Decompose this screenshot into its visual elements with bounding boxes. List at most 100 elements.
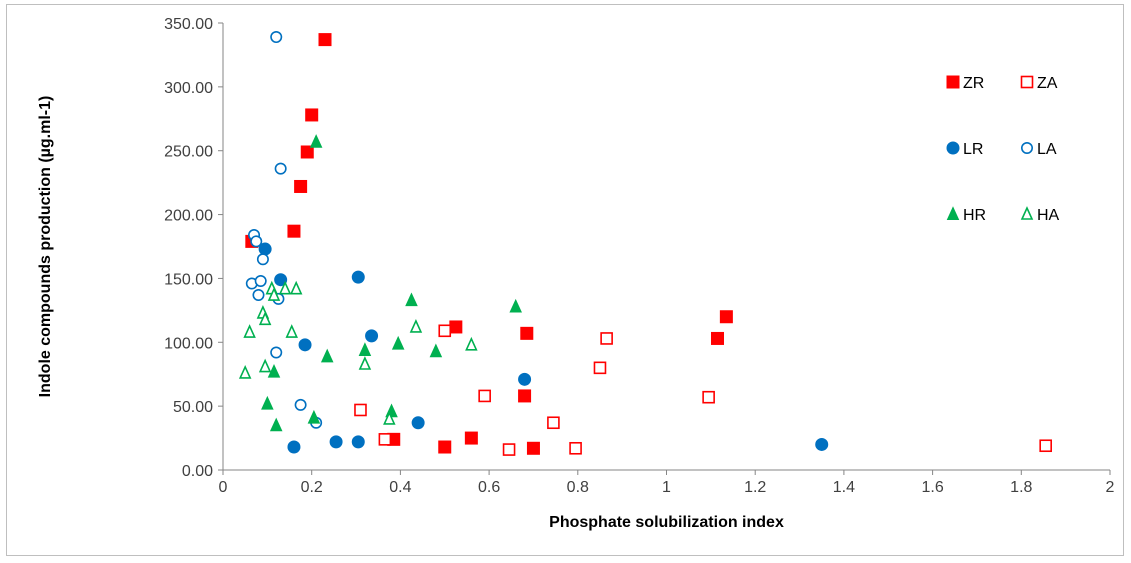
legend-label-lr: LR (963, 141, 983, 158)
data-point-zr (294, 179, 308, 193)
legend-entry-za: ZA (1020, 75, 1058, 92)
legend-label-za: ZA (1037, 75, 1058, 92)
x-tick-label: 0.4 (389, 479, 411, 496)
data-point-zr (300, 145, 314, 159)
y-ticks: 0.00 50.00 100.00 150.00 200.00 250.00 300.00 3… (164, 16, 223, 480)
data-point-lr (365, 329, 379, 343)
data-point-ha (358, 356, 372, 370)
x-tick-label: 1 (662, 479, 671, 496)
data-point-la (294, 398, 307, 411)
x-tick-label: 0.8 (567, 479, 589, 496)
data-point-ha (243, 324, 256, 338)
data-point-za (502, 443, 516, 456)
data-point-la (274, 162, 287, 175)
data-point-zr (464, 431, 478, 445)
y-tick-label: 200.00 (164, 208, 213, 225)
data-point-lr (329, 435, 343, 449)
legend-marker-lr (946, 141, 960, 155)
data-point-ha (267, 287, 281, 301)
legend-entry-hr: HR (946, 206, 986, 224)
x-axis-title: Phosphate solubilization index (549, 514, 784, 531)
x-tick-label: 0.6 (478, 479, 500, 496)
data-point-za (378, 433, 392, 446)
y-tick-label: 150.00 (164, 271, 213, 288)
y-tick-label: 300.00 (164, 80, 213, 97)
x-tick-label: 1.2 (744, 479, 766, 496)
legend-marker-ha (1020, 206, 1034, 220)
data-point-za (569, 441, 582, 455)
data-point-lr (274, 273, 288, 287)
data-point-zr (305, 108, 319, 122)
data-point-za (438, 324, 452, 338)
data-point-ha (285, 324, 298, 338)
legend-label-hr: HR (963, 207, 986, 224)
data-point-hr (405, 292, 418, 307)
data-point-la (270, 31, 283, 44)
y-tick-label: 250.00 (164, 144, 213, 161)
x-tick-label: 2 (1106, 479, 1115, 496)
data-point-hr (320, 348, 334, 363)
data-point-ha (258, 358, 272, 373)
data-point-lr (815, 437, 829, 451)
legend-entry-la: LA (1020, 141, 1057, 158)
legend-entry-ha: HA (1020, 206, 1060, 224)
data-point-zr (520, 326, 534, 340)
legend-entry-zr: ZR (946, 75, 984, 92)
data-point-ha (238, 365, 252, 379)
data-point-lr (287, 440, 301, 454)
data-point-hr (261, 395, 274, 410)
x-tick-label: 1.6 (921, 479, 943, 496)
data-point-ha (258, 311, 272, 326)
series-lr (258, 242, 829, 454)
legend-label-la: LA (1037, 141, 1057, 158)
data-point-za (547, 416, 560, 430)
series-za (354, 324, 1052, 456)
x-ticks: 0 0.2 0.4 0.6 0.8 1 1.2 1.4 1.6 1.8 2 (219, 470, 1115, 496)
data-point-la (270, 346, 283, 359)
x-tick-label: 0 (219, 479, 228, 496)
data-point-hr (307, 409, 321, 424)
data-point-za (1039, 439, 1052, 453)
legend: ZR ZA LR LA HR HA (946, 75, 1060, 224)
x-tick-label: 1.4 (833, 479, 855, 496)
data-point-la (254, 274, 267, 287)
data-point-zr (318, 33, 332, 47)
data-point-za (702, 390, 715, 404)
legend-marker-la (1020, 142, 1033, 155)
data-point-hr (358, 342, 372, 356)
x-tick-label: 0.2 (301, 479, 323, 496)
data-point-la (250, 235, 263, 248)
data-point-zr (711, 331, 725, 345)
data-point-hr (267, 363, 281, 378)
data-point-lr (518, 372, 532, 386)
data-point-lr (411, 416, 425, 430)
data-point-la (256, 253, 269, 266)
data-point-hr (269, 417, 283, 432)
data-point-zr (438, 440, 452, 454)
data-point-zr (526, 441, 540, 455)
legend-marker-zr (946, 75, 960, 89)
data-point-zr (719, 310, 733, 324)
series-hr (261, 134, 522, 432)
data-point-la (252, 289, 265, 302)
data-point-zr (287, 224, 301, 238)
data-point-za (593, 361, 607, 375)
data-point-hr (509, 298, 522, 313)
data-point-hr (391, 335, 405, 350)
data-point-lr (351, 270, 365, 284)
legend-marker-hr (946, 206, 960, 220)
data-point-lr (351, 435, 365, 449)
y-tick-label: 350.00 (164, 16, 213, 33)
series-la (245, 31, 323, 429)
chart-frame (6, 4, 1124, 556)
data-point-za (478, 389, 491, 403)
legend-entry-lr: LR (946, 141, 983, 158)
x-tick-label: 1.8 (1010, 479, 1032, 496)
data-point-zr (449, 320, 463, 334)
y-tick-label: 100.00 (164, 335, 213, 352)
y-axis-title: Indole compounds production (µg.ml-1) (37, 96, 54, 398)
y-tick-label: 0.00 (182, 463, 213, 480)
data-point-ha (278, 280, 292, 295)
y-tick-label: 50.00 (173, 399, 213, 416)
legend-marker-za (1020, 75, 1034, 89)
